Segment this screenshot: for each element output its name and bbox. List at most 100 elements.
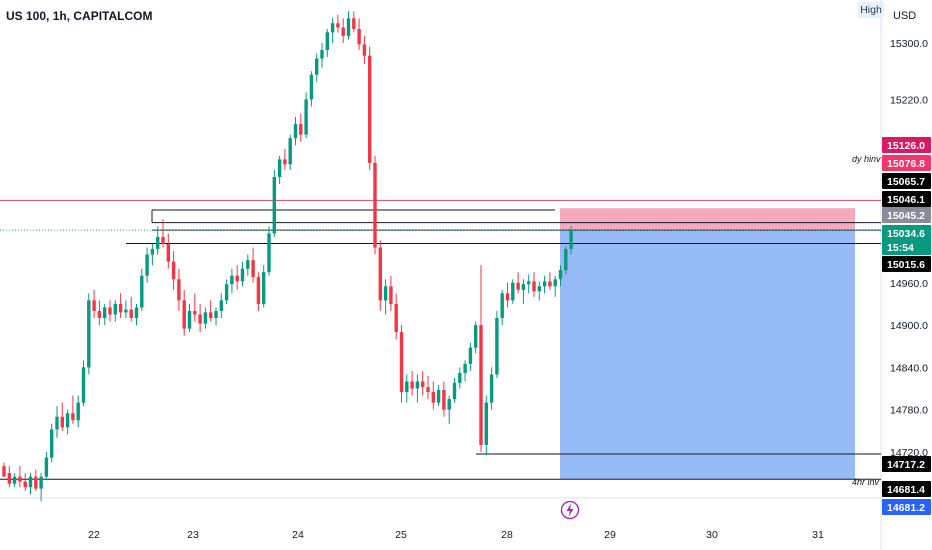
candle-body[interactable]: [569, 230, 573, 249]
candle-body[interactable]: [145, 254, 149, 276]
candle-body[interactable]: [468, 347, 473, 364]
take-profit-zone[interactable]: [560, 230, 855, 480]
candle-body[interactable]: [161, 236, 165, 244]
candle-body[interactable]: [500, 293, 504, 319]
candle-body[interactable]: [28, 476, 33, 488]
candle-body[interactable]: [182, 300, 186, 329]
candle-body[interactable]: [177, 279, 181, 301]
candle-body[interactable]: [224, 284, 229, 301]
candle-body[interactable]: [442, 389, 446, 410]
candle-body[interactable]: [118, 303, 123, 313]
candle-body[interactable]: [421, 381, 425, 388]
candle-body[interactable]: [34, 476, 38, 489]
candle-body[interactable]: [309, 74, 314, 100]
candle-body[interactable]: [50, 429, 54, 458]
candle-body[interactable]: [262, 272, 266, 304]
candle-body[interactable]: [140, 275, 144, 308]
candle-body[interactable]: [458, 373, 462, 383]
candle-body[interactable]: [336, 23, 340, 28]
candle-body[interactable]: [537, 286, 541, 292]
candle-body[interactable]: [134, 307, 139, 319]
stop-loss-zone[interactable]: [560, 208, 855, 231]
candle-body[interactable]: [55, 416, 59, 430]
candle-body[interactable]: [299, 124, 303, 135]
candle-body[interactable]: [511, 282, 515, 301]
candle-body[interactable]: [558, 270, 563, 280]
candle-body[interactable]: [330, 23, 335, 33]
candle-body[interactable]: [378, 247, 382, 301]
candle-body[interactable]: [113, 303, 117, 315]
candle-body[interactable]: [489, 374, 494, 403]
candle-body[interactable]: [124, 309, 128, 313]
candle-body[interactable]: [240, 268, 245, 282]
candle-body[interactable]: [71, 413, 75, 421]
candle-body[interactable]: [415, 381, 420, 389]
candle-body[interactable]: [97, 310, 102, 319]
candle-body[interactable]: [447, 399, 451, 410]
candle-body[interactable]: [479, 325, 483, 445]
candle-body[interactable]: [389, 286, 393, 304]
candle-body[interactable]: [564, 248, 568, 271]
candle-body[interactable]: [7, 473, 11, 484]
candle-body[interactable]: [394, 303, 398, 333]
candle-body[interactable]: [553, 279, 557, 287]
candle-body[interactable]: [426, 387, 430, 393]
candle-body[interactable]: [542, 281, 547, 287]
candle-body[interactable]: [431, 392, 435, 403]
candle-body[interactable]: [399, 332, 404, 393]
candle-body[interactable]: [362, 44, 367, 56]
candle-body[interactable]: [230, 275, 234, 285]
candle-body[interactable]: [39, 476, 43, 489]
candle-body[interactable]: [219, 300, 223, 311]
candle-body[interactable]: [315, 58, 319, 75]
candle-body[interactable]: [267, 233, 271, 273]
candle-body[interactable]: [171, 261, 176, 280]
candle-body[interactable]: [405, 381, 409, 393]
candle-body[interactable]: [23, 481, 27, 488]
candle-body[interactable]: [166, 243, 170, 262]
candle-body[interactable]: [12, 476, 17, 484]
candle-body[interactable]: [156, 236, 160, 249]
candle-body[interactable]: [108, 307, 112, 315]
candle-body[interactable]: [283, 159, 287, 165]
candle-body[interactable]: [495, 318, 499, 375]
candle-body[interactable]: [521, 284, 526, 290]
candle-body[interactable]: [474, 325, 478, 348]
candle-body[interactable]: [383, 286, 388, 301]
candle-body[interactable]: [198, 314, 202, 324]
candle-body[interactable]: [235, 275, 239, 282]
candle-body[interactable]: [209, 312, 213, 319]
candle-body[interactable]: [373, 162, 377, 248]
candle-body[interactable]: [368, 55, 372, 163]
candle-body[interactable]: [272, 176, 276, 234]
candle-body[interactable]: [65, 413, 70, 428]
currency-label[interactable]: USD: [893, 10, 917, 22]
candle-body[interactable]: [293, 124, 298, 139]
candle-body[interactable]: [44, 457, 49, 477]
candle-body[interactable]: [516, 282, 520, 290]
candle-body[interactable]: [103, 307, 107, 319]
candle-body[interactable]: [325, 32, 329, 51]
candle-body[interactable]: [2, 466, 6, 477]
candle-body[interactable]: [357, 28, 361, 45]
candle-body[interactable]: [76, 402, 80, 421]
candle-body[interactable]: [505, 293, 510, 301]
candle-body[interactable]: [484, 402, 488, 445]
candle-body[interactable]: [527, 281, 531, 285]
candle-body[interactable]: [346, 18, 351, 36]
symbol-title[interactable]: US 100, 1h, CAPITALCOM: [6, 9, 153, 23]
candle-body[interactable]: [193, 310, 197, 315]
candle-body[interactable]: [288, 138, 292, 165]
candle-body[interactable]: [150, 248, 155, 255]
candle-body[interactable]: [92, 300, 96, 311]
candle-body[interactable]: [436, 389, 441, 403]
candle-body[interactable]: [463, 363, 467, 374]
candle-body[interactable]: [320, 50, 324, 59]
candle-body[interactable]: [18, 476, 22, 482]
candle-body[interactable]: [532, 281, 536, 292]
candle-body[interactable]: [548, 281, 552, 287]
candle-body[interactable]: [452, 382, 457, 400]
candle-body[interactable]: [304, 99, 308, 135]
candle-body[interactable]: [87, 300, 91, 368]
